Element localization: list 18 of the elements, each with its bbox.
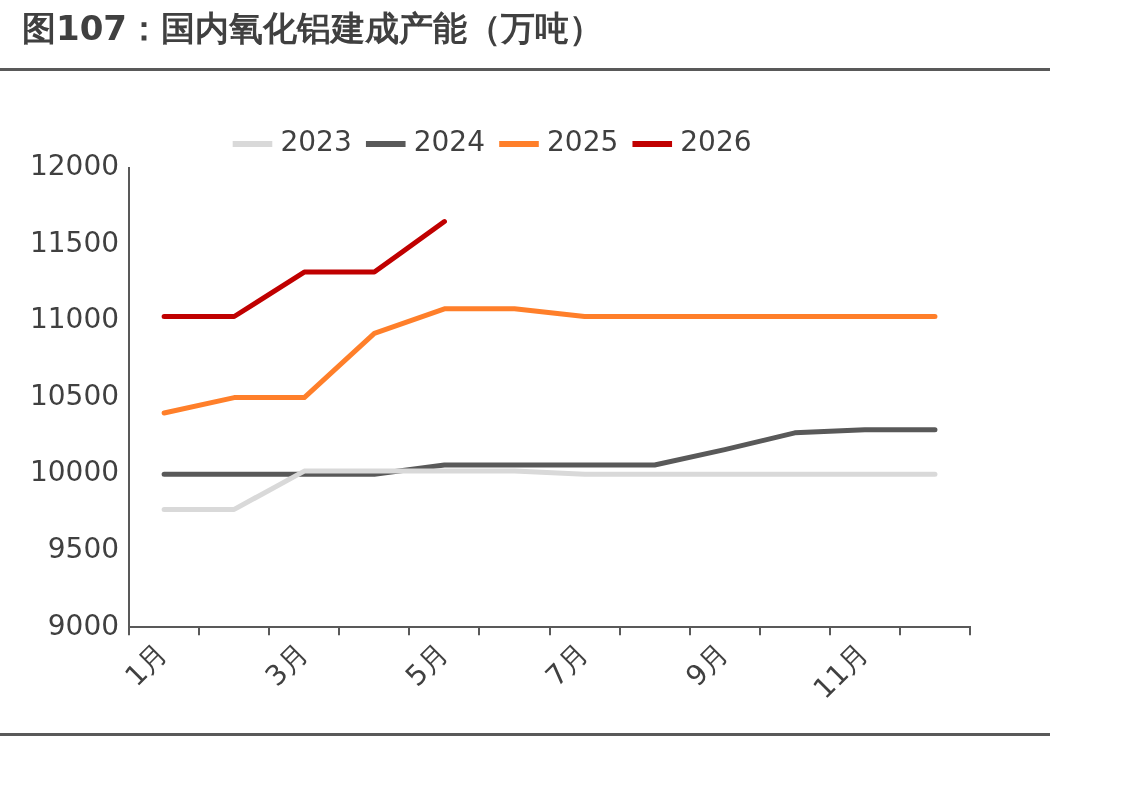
y-tick-label: 10000	[29, 455, 120, 489]
chart-title: 图107：国内氧化铝建成产能（万吨）	[22, 7, 603, 50]
legend-label: 2025	[547, 125, 619, 159]
y-tick-label: 10500	[29, 378, 120, 412]
legend-label: 2023	[280, 125, 352, 159]
x-tick-label: 11月	[806, 636, 875, 706]
y-tick-label: 11000	[29, 302, 120, 336]
y-tick-label: 9000	[47, 608, 120, 642]
y-tick-label: 9500	[47, 531, 120, 565]
x-tick-label: 1月	[118, 636, 175, 693]
y-tick-label: 12000	[29, 149, 120, 183]
x-tick-label: 5月	[398, 636, 455, 693]
legend-label: 2026	[680, 125, 752, 159]
legend-label: 2024	[413, 125, 486, 159]
x-tick-label: 3月	[258, 636, 315, 693]
y-tick-label: 11500	[29, 225, 120, 259]
x-tick-label: 9月	[679, 636, 735, 693]
x-tick-label: 7月	[538, 636, 595, 693]
